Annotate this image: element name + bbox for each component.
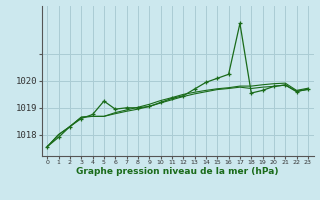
X-axis label: Graphe pression niveau de la mer (hPa): Graphe pression niveau de la mer (hPa) [76, 167, 279, 176]
